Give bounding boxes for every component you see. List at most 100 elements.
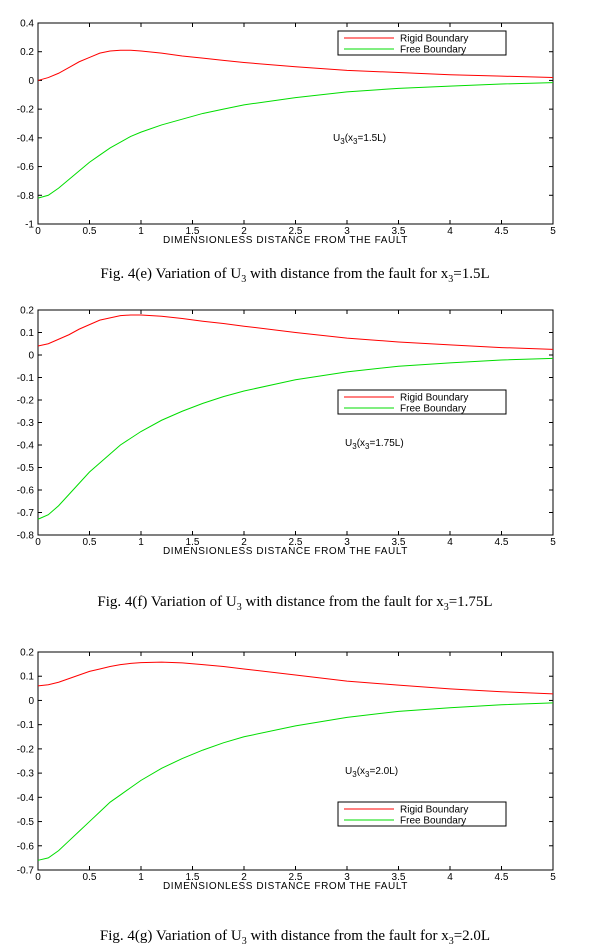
- legend-box: [337, 30, 507, 56]
- series-line-rigid-boundary: [37, 314, 554, 350]
- legend-box: [337, 801, 507, 827]
- legend-label: Free Boundary: [400, 816, 466, 827]
- x-tick-label: 1: [138, 226, 144, 237]
- annotation-part: 3: [365, 770, 370, 779]
- legend-label: Rigid Boundary: [400, 393, 468, 404]
- x-tick-label: 3: [344, 226, 350, 237]
- annotation-part: U: [345, 438, 352, 449]
- x-tick-label: 0: [35, 872, 41, 883]
- curve-annotation: U3(x3=1.75L): [345, 438, 404, 451]
- x-tick-label: 2: [241, 537, 247, 548]
- x-tick-label: 4.5: [495, 872, 509, 883]
- x-tick-label: 2.5: [289, 537, 303, 548]
- chart-panel-fig4f: 0 0.5 1 1.5 2 2.5 3 3.5 4 4.5 5 0.2 0.1 0 -0.1 -0.2 -0.3…: [0, 300, 590, 562]
- x-tick-label: 5: [550, 226, 556, 237]
- x-tick-label: 3: [344, 537, 350, 548]
- caption-subscript: 3: [448, 936, 454, 947]
- x-tick-label: 4.5: [495, 226, 509, 237]
- caption-middle: with distance from the fault for x: [246, 266, 449, 282]
- x-tick-label: 5: [550, 537, 556, 548]
- legend-label: Rigid Boundary: [400, 805, 468, 816]
- y-tick-label: -0.7: [17, 508, 35, 519]
- caption-middle: with distance from the fault for x: [241, 594, 444, 610]
- annotation-part: U: [333, 133, 340, 144]
- x-tick-label: 1.5: [186, 537, 200, 548]
- annotation-part: (x: [345, 133, 353, 144]
- y-tick-label: 0.1: [20, 672, 34, 683]
- y-tick-label: 0.2: [20, 648, 34, 659]
- chart-fig4e: 0 0.5 1 1.5 2 2.5 3 3.5 4 4.5 5 0.4 0.2 0 -0.2 -0.4 -0.6…: [17, 19, 556, 247]
- plot-area: [37, 309, 554, 536]
- annotation-part: (x: [357, 438, 365, 449]
- y-tick-label: 0: [28, 696, 34, 707]
- y-tick-label: -0.2: [17, 396, 35, 407]
- x-axis-label: DIMENSIONLESS DISTANCE FROM THE FAULT: [163, 235, 408, 246]
- y-tick-label: -0.4: [17, 793, 35, 804]
- y-tick-label: -0.1: [17, 373, 35, 384]
- x-tick-label: 1: [138, 872, 144, 883]
- x-tick-label: 0.5: [83, 226, 97, 237]
- x-tick-label: 5: [550, 872, 556, 883]
- chart-fig4f: 0 0.5 1 1.5 2 2.5 3 3.5 4 4.5 5 0.2 0.1 0 -0.1 -0.2 -0.3…: [17, 306, 556, 558]
- y-tick-label: -0.5: [17, 463, 35, 474]
- y-tick-label: -0.8: [17, 531, 35, 542]
- series-line-free-boundary: [37, 82, 554, 199]
- annotation-part: =1.75L): [369, 438, 403, 449]
- y-tick-label: -0.3: [17, 769, 35, 780]
- x-axis-label: DIMENSIONLESS DISTANCE FROM THE FAULT: [163, 546, 408, 557]
- annotation-part: =1.5L): [357, 133, 386, 144]
- caption-suffix: =2.0L: [453, 928, 491, 944]
- plot-area: [37, 651, 554, 871]
- series-line-free-boundary: [37, 357, 554, 520]
- plot-area: [37, 22, 554, 225]
- annotation-part: 3: [352, 770, 357, 779]
- y-tick-label: -0.6: [17, 162, 35, 173]
- annotation-part: 3: [353, 137, 358, 146]
- x-tick-label: 3.5: [392, 226, 406, 237]
- y-tick-label: -0.7: [17, 866, 35, 877]
- x-axis-label: DIMENSIONLESS DISTANCE FROM THE FAULT: [163, 881, 408, 892]
- caption-subscript: 3: [236, 602, 242, 613]
- y-tick-label: 0.1: [20, 328, 34, 339]
- x-tick-label: 4: [447, 537, 453, 548]
- x-tick-label: 3.5: [392, 872, 406, 883]
- caption-subscript: 3: [448, 274, 454, 285]
- caption-prefix: Fig. 4(f) Variation of U: [97, 594, 237, 610]
- y-tick-label: 0.2: [20, 306, 34, 317]
- x-tick-label: 0: [35, 537, 41, 548]
- chart-panel-fig4g: 0 0.5 1 1.5 2 2.5 3 3.5 4 4.5 5 0.2 0.1 0 -0.1 -0.2 -0.3…: [0, 640, 590, 896]
- caption-prefix: Fig. 4(e) Variation of U: [100, 266, 242, 282]
- y-tick-label: -0.5: [17, 817, 35, 828]
- annotation-part: 3: [365, 442, 370, 451]
- caption-prefix: Fig. 4(g) Variation of U: [99, 928, 242, 944]
- x-tick-label: 1.5: [186, 226, 200, 237]
- x-tick-label: 0: [35, 226, 41, 237]
- x-tick-label: 1.5: [186, 872, 200, 883]
- x-tick-label: 0.5: [83, 872, 97, 883]
- annotation-part: 3: [352, 442, 357, 451]
- caption-suffix: =1.75L: [448, 594, 493, 610]
- caption-subscript: 3: [443, 602, 449, 613]
- y-tick-label: -1: [25, 220, 34, 231]
- legend-label: Free Boundary: [400, 45, 466, 56]
- x-tick-label: 2.5: [289, 872, 303, 883]
- series-line-free-boundary: [37, 702, 554, 861]
- curve-annotation: U3(x3=1.5L): [333, 133, 386, 146]
- x-tick-label: 4.5: [495, 537, 509, 548]
- y-tick-label: -0.4: [17, 133, 35, 144]
- annotation-part: 3: [340, 137, 345, 146]
- series-line-rigid-boundary: [37, 49, 554, 81]
- y-tick-label: -0.2: [17, 105, 35, 116]
- caption-fig4e: Fig. 4(e) Variation of U 3 with distance …: [0, 266, 590, 285]
- x-tick-label: 2: [241, 226, 247, 237]
- x-tick-label: 4: [447, 872, 453, 883]
- y-tick-label: -0.4: [17, 441, 35, 452]
- caption-suffix: =1.5L: [453, 266, 490, 282]
- caption-fig4f: Fig. 4(f) Variation of U3 with distance …: [0, 594, 590, 613]
- x-tick-label: 3: [344, 872, 350, 883]
- y-tick-label: 0: [28, 76, 34, 87]
- y-tick-label: -0.1: [17, 720, 35, 731]
